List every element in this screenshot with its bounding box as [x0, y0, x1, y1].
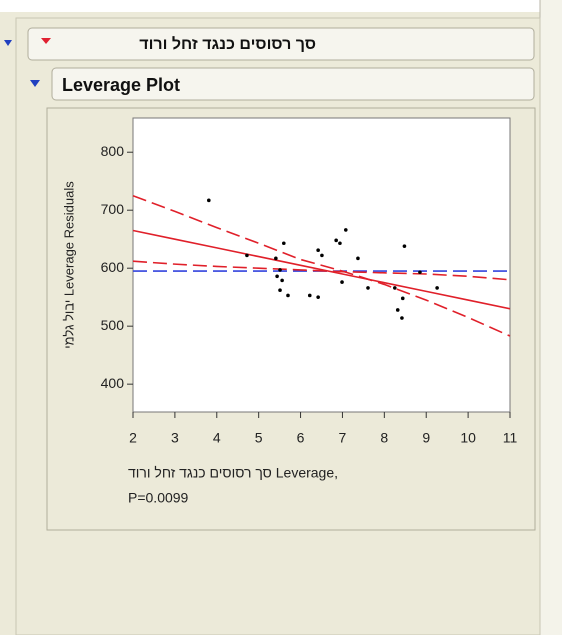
data-point	[282, 241, 286, 246]
y-tick-label: 800	[101, 143, 125, 159]
y-axis-label: יבול גלמי Leverage Residuals	[61, 181, 76, 349]
fit-line	[132, 194, 511, 337]
data-point	[338, 241, 342, 246]
y-tick-label: 700	[101, 201, 125, 217]
y-tick-label: 400	[101, 375, 125, 391]
x-tick-label: 11	[503, 430, 518, 446]
section-bar[interactable]	[51, 67, 535, 101]
menu-icon[interactable]	[41, 38, 51, 44]
x-tick-label: 6	[297, 430, 305, 446]
data-point	[275, 274, 279, 279]
data-point	[274, 256, 278, 261]
data-point	[245, 253, 249, 258]
data-point	[356, 256, 360, 261]
section-title: Leverage Plot	[62, 75, 180, 95]
data-point	[343, 228, 348, 232]
disclosure-icon[interactable]	[30, 80, 40, 87]
y-tick-label: 500	[101, 317, 125, 333]
data-point	[307, 293, 312, 298]
x-tick-label: 10	[460, 430, 476, 446]
data-point	[366, 286, 370, 290]
data-point	[393, 286, 397, 290]
data-point	[320, 253, 324, 258]
data-point	[207, 198, 211, 203]
data-point	[278, 268, 282, 272]
x-tick-label: 5	[255, 430, 263, 446]
data-point	[435, 286, 439, 290]
fit-line	[132, 229, 511, 310]
data-point	[316, 248, 320, 253]
side-strip	[540, 0, 562, 635]
data-point	[400, 296, 405, 301]
x-axis-label: סך רסוסים כנגד זחל ורוד Leverage,	[128, 465, 338, 481]
x-tick-label: 4	[213, 430, 221, 446]
x-tick-label: 9	[422, 430, 430, 446]
y-tick-label: 600	[101, 259, 125, 275]
fit-line	[132, 260, 511, 281]
data-point	[278, 288, 282, 293]
data-point	[316, 295, 320, 299]
data-point	[340, 280, 344, 284]
header-bar[interactable]	[27, 27, 535, 61]
data-point	[395, 308, 400, 312]
annotation: P=0.0099	[128, 490, 189, 506]
x-tick-label: 3	[171, 430, 179, 446]
data-point	[400, 316, 404, 320]
data-point	[402, 244, 407, 248]
data-point	[418, 270, 422, 275]
data-point	[280, 278, 284, 283]
x-tick-label: 8	[380, 430, 388, 446]
x-tick-label: 2	[129, 430, 137, 446]
header-title: סך רסוסים כנגד זחל ורוד	[139, 35, 316, 53]
data-point	[286, 293, 290, 298]
data-point	[334, 238, 338, 243]
disclosure-icon[interactable]	[4, 40, 12, 46]
x-tick-label: 7	[339, 430, 347, 446]
top-strip	[0, 0, 540, 12]
